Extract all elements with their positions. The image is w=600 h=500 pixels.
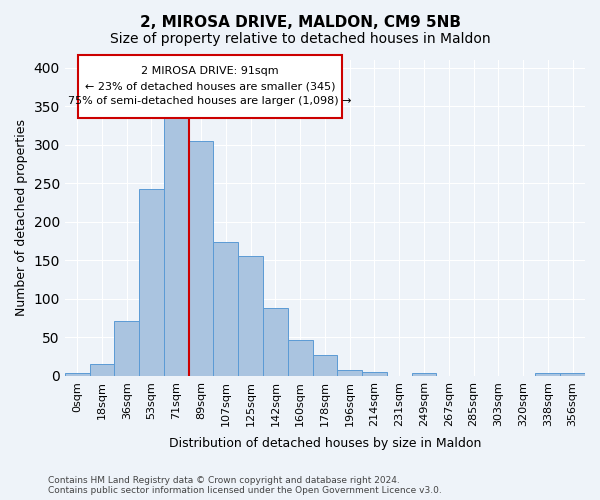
Y-axis label: Number of detached properties: Number of detached properties	[15, 120, 28, 316]
Bar	[412, 373, 436, 376]
Bar	[313, 355, 337, 376]
Text: 2 MIROSA DRIVE: 91sqm
← 23% of detached houses are smaller (345)
75% of semi-det: 2 MIROSA DRIVE: 91sqm ← 23% of detached …	[68, 66, 352, 106]
Bar	[362, 372, 387, 376]
Bar	[337, 370, 362, 376]
Bar	[139, 190, 164, 376]
Bar	[65, 373, 89, 376]
Bar	[89, 364, 115, 376]
Bar	[288, 340, 313, 376]
X-axis label: Distribution of detached houses by size in Maldon: Distribution of detached houses by size …	[169, 437, 481, 450]
Bar	[214, 242, 238, 376]
Text: Contains HM Land Registry data © Crown copyright and database right 2024.
Contai: Contains HM Land Registry data © Crown c…	[48, 476, 442, 495]
Text: 2, MIROSA DRIVE, MALDON, CM9 5NB: 2, MIROSA DRIVE, MALDON, CM9 5NB	[139, 15, 461, 30]
Text: Size of property relative to detached houses in Maldon: Size of property relative to detached ho…	[110, 32, 490, 46]
Bar	[188, 141, 214, 376]
Bar	[535, 373, 560, 376]
Bar	[238, 256, 263, 376]
Bar	[164, 118, 188, 376]
Bar	[115, 321, 139, 376]
Bar	[263, 308, 288, 376]
Bar	[560, 373, 585, 376]
